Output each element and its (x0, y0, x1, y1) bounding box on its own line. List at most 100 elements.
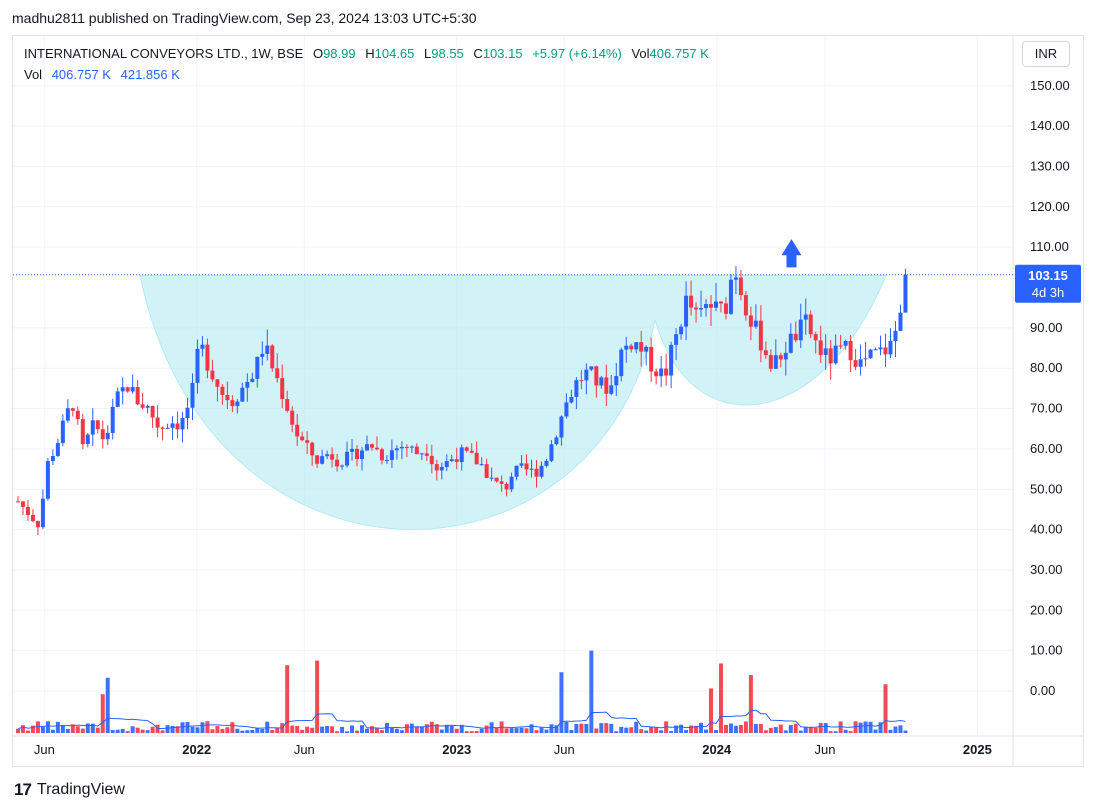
y-tick-label: 20.00 (1030, 602, 1063, 617)
chart-frame (12, 35, 1084, 767)
volume-bar (90, 723, 95, 733)
volume-bar (639, 729, 644, 733)
volume-bar (449, 725, 454, 733)
candle-body (220, 386, 225, 395)
high-value: 104.65 (374, 46, 415, 61)
candle-body (310, 442, 315, 456)
volume-study-label[interactable]: Vol (24, 67, 43, 82)
candle-body (773, 355, 778, 369)
volume-bar (594, 728, 599, 733)
volume-bar (858, 722, 863, 733)
volume-bar (20, 725, 25, 733)
candle-body (65, 408, 70, 421)
volume-bar (360, 725, 365, 733)
candle-body (753, 320, 758, 327)
volume-bar (374, 727, 379, 733)
y-tick-label: 40.00 (1030, 522, 1063, 537)
volume-bar (893, 726, 898, 733)
volume-bar (409, 723, 414, 733)
candle-body (200, 344, 205, 349)
volume-bar (25, 730, 30, 733)
volume-bar (369, 726, 374, 733)
candle-body (893, 330, 898, 341)
volume-bar (704, 729, 709, 733)
up-arrow-icon (781, 239, 802, 268)
volume-bar (554, 725, 559, 733)
candle-body (205, 344, 210, 371)
volume-bar (215, 726, 220, 733)
x-tick-label: Jun (554, 742, 575, 757)
volume-bar (195, 727, 200, 733)
candle-body (838, 345, 843, 347)
candle-body (160, 427, 165, 429)
candle-body (145, 405, 150, 408)
y-tick-label: 50.00 (1030, 481, 1063, 496)
tradingview-brand[interactable]: 17 TradingView (14, 780, 125, 800)
volume-bar (105, 677, 110, 733)
candle-body (419, 453, 424, 455)
candle-body (240, 387, 245, 402)
candle-body (409, 446, 414, 448)
volume-bar (713, 730, 718, 733)
candle-body (624, 345, 629, 350)
candle-body (265, 345, 270, 354)
volume-bar (70, 724, 75, 733)
candle-body (599, 377, 604, 386)
candle-body (389, 450, 394, 460)
volume-bar (758, 723, 763, 733)
volume-bar (793, 723, 798, 733)
volume-bar (394, 728, 399, 733)
volume-bar (773, 727, 778, 733)
volume-bar (474, 731, 479, 733)
candle-body (484, 464, 489, 478)
volume-bar (883, 684, 888, 733)
y-tick-label: 80.00 (1030, 360, 1063, 375)
volume-bar (130, 726, 135, 733)
candle-body (664, 368, 669, 376)
volume-bar (295, 725, 300, 733)
candle-body (335, 459, 340, 467)
volume-bar (689, 725, 694, 733)
candle-body (305, 440, 310, 443)
candle-body (55, 443, 60, 456)
currency-button[interactable]: INR (1022, 41, 1070, 67)
candle-body (285, 399, 290, 411)
candle-body (514, 465, 519, 477)
volume-bar (833, 731, 838, 733)
volume-bar (629, 727, 634, 733)
candle-body (684, 295, 689, 327)
candle-body (833, 345, 838, 364)
candle-body (704, 304, 709, 309)
volume-bar (95, 727, 100, 733)
candle-body (474, 452, 479, 465)
candle-body (414, 446, 419, 455)
candle-body (195, 348, 200, 383)
candle-body (768, 355, 773, 369)
candle-body (434, 464, 439, 471)
volume-legend-row: Vol 406.757 K 421.856 K (24, 67, 180, 82)
volume-bar (494, 727, 499, 733)
candle-body (614, 376, 619, 386)
volume-bar (389, 727, 394, 733)
symbol-title[interactable]: INTERNATIONAL CONVEYORS LTD., 1W, BSE (24, 46, 304, 61)
volume-bar (100, 694, 105, 733)
volume-bar (335, 731, 340, 733)
candle-body (699, 308, 704, 310)
candle-body (733, 277, 738, 280)
volume-bar (290, 725, 295, 733)
volume-bar (205, 721, 210, 733)
volume-bar (504, 728, 509, 733)
volume-bar (519, 727, 524, 733)
volume-bar (694, 725, 699, 733)
candle-body (853, 360, 858, 367)
candle-body (280, 378, 285, 400)
candle-body (45, 461, 50, 499)
bar-countdown: 4d 3h (1032, 285, 1065, 300)
candle-body (260, 353, 265, 357)
candle-body (499, 481, 504, 484)
volume-bar (803, 727, 808, 733)
candle-body (868, 349, 873, 359)
volume-bar (180, 722, 185, 733)
x-tick-label: 2023 (442, 742, 471, 757)
